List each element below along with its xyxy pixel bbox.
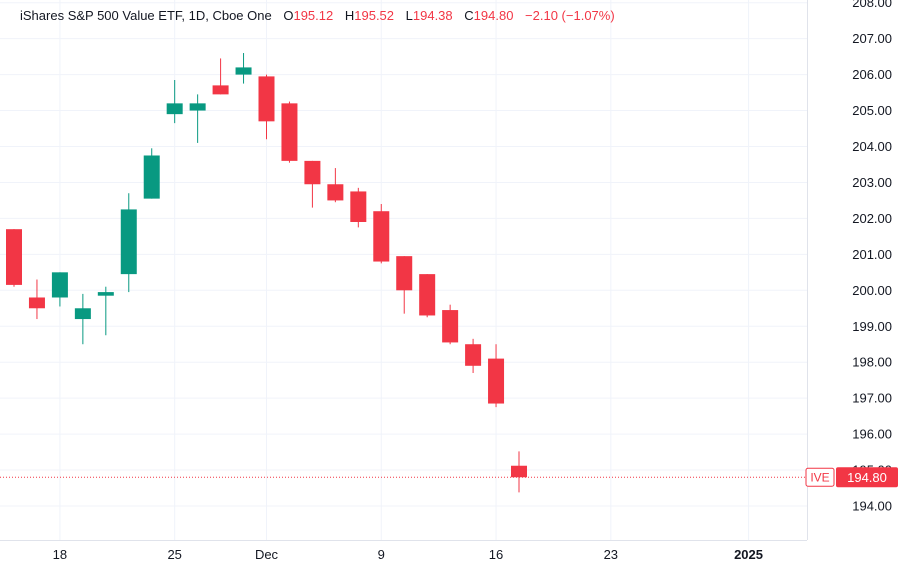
close-label: C xyxy=(464,8,474,23)
price-tick-label: 202.00 xyxy=(852,211,892,226)
price-tick-label: 198.00 xyxy=(852,355,892,370)
high-value: 195.52 xyxy=(354,8,395,23)
candle-body xyxy=(212,85,229,95)
open-label: O xyxy=(283,8,294,23)
date-tick-label: 16 xyxy=(489,547,503,562)
price-tick-label: 200.00 xyxy=(852,283,892,298)
date-tick-label: 9 xyxy=(378,547,385,562)
candle xyxy=(350,187,367,228)
candle xyxy=(166,79,183,124)
high-label: H xyxy=(344,8,355,23)
candle xyxy=(189,94,206,143)
candle-body xyxy=(465,344,482,366)
price-tick-label: 204.00 xyxy=(852,139,892,154)
candle-body xyxy=(350,191,367,222)
candle xyxy=(74,293,91,345)
candle xyxy=(281,101,298,163)
price-tag-box xyxy=(836,467,898,488)
candle-body xyxy=(143,155,160,199)
candle xyxy=(327,168,344,203)
candle-body xyxy=(488,358,505,404)
close-value: 194.80 xyxy=(473,8,514,23)
candle-body xyxy=(281,103,298,161)
candle-body xyxy=(51,272,68,298)
price-tick-label: 205.00 xyxy=(852,103,892,118)
price-tag-label: 194.80 xyxy=(847,470,887,485)
candle xyxy=(442,304,459,345)
date-tick-label: Dec xyxy=(255,547,279,562)
candle-body xyxy=(6,229,22,285)
candle-body xyxy=(373,211,390,262)
candle xyxy=(6,229,22,287)
candle xyxy=(97,286,114,336)
price-tick-label: 208.00 xyxy=(852,0,892,10)
symbol-title: iShares S&P 500 Value ETF, 1D, Cboe One xyxy=(20,8,272,23)
candle-body xyxy=(189,103,206,111)
date-tick-label: 25 xyxy=(167,547,181,562)
axes: 194.00195.00196.00197.00198.00199.00200.… xyxy=(0,0,898,562)
price-tick-label: 197.00 xyxy=(852,391,892,406)
candle xyxy=(396,256,413,314)
candle xyxy=(120,193,137,293)
price-tick-label: 194.00 xyxy=(852,499,892,514)
last-price-tag: IVE 194.80 xyxy=(805,467,898,488)
candle-body xyxy=(120,209,137,275)
change-value: −2.10 (−1.07%) xyxy=(525,8,615,23)
candle xyxy=(488,344,505,408)
candle xyxy=(511,451,527,493)
candle-body xyxy=(396,256,413,291)
candle xyxy=(143,148,160,199)
candle-body xyxy=(166,103,183,115)
price-tick-label: 199.00 xyxy=(852,319,892,334)
price-tick-label: 196.00 xyxy=(852,427,892,442)
candle-body xyxy=(304,160,321,185)
candle-body xyxy=(511,465,527,478)
ticker-tag-label: IVE xyxy=(810,471,829,485)
price-tick-label: 201.00 xyxy=(852,247,892,262)
price-tick-label: 203.00 xyxy=(852,175,892,190)
candle-body xyxy=(419,274,436,316)
candle xyxy=(51,272,68,307)
price-tick-label: 207.00 xyxy=(852,31,892,46)
candle xyxy=(419,274,436,318)
ticker-tag-box xyxy=(805,467,835,487)
candle xyxy=(304,160,321,208)
candle-body xyxy=(442,310,459,343)
date-tick-label: 18 xyxy=(53,547,67,562)
low-label: L xyxy=(405,8,413,23)
candle-body xyxy=(235,67,252,75)
candle-body xyxy=(28,297,45,309)
candle xyxy=(28,279,45,320)
price-tick-label: 206.00 xyxy=(852,67,892,82)
open-value: 195.12 xyxy=(293,8,334,23)
date-tick-label: 2025 xyxy=(734,547,763,562)
candle xyxy=(373,204,390,264)
candle-body xyxy=(74,308,91,320)
low-value: 194.38 xyxy=(412,8,453,23)
candle xyxy=(235,53,252,84)
candle xyxy=(465,338,482,373)
candles xyxy=(0,53,807,493)
date-tick-label: 23 xyxy=(604,547,618,562)
candle xyxy=(258,74,275,140)
candle-body xyxy=(97,292,114,296)
candle-body xyxy=(327,184,344,201)
candle-body xyxy=(258,76,275,122)
symbol-legend: iShares S&P 500 Value ETF, 1D, Cboe One … xyxy=(20,8,615,23)
candle xyxy=(212,58,229,95)
